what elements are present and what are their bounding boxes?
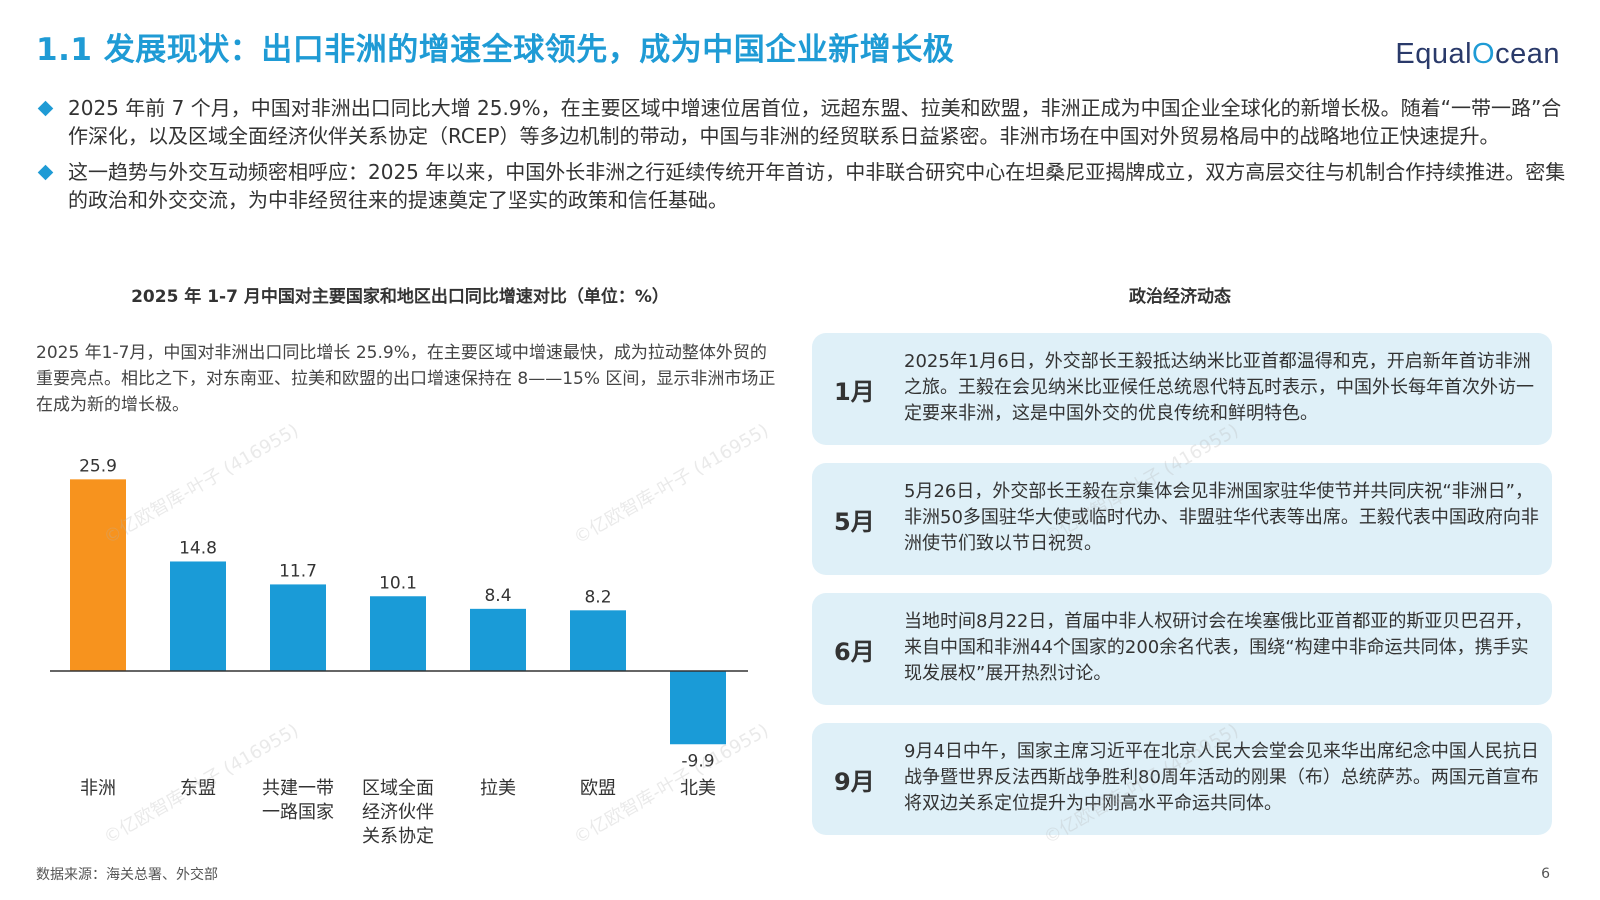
category-label-4: 经济伙伴: [362, 802, 434, 823]
bar-2: [170, 561, 226, 671]
bullet-list: 2025 年前 7 个月，中国对非洲出口同比大增 25.9%，在主要区域中增速位…: [36, 94, 1566, 222]
bullet-text: 这一趋势与外交互动频密相呼应：2025 年以来，中国外长非洲之行延续传统开年首访…: [68, 160, 1566, 212]
data-label-3: 11.7: [279, 561, 317, 581]
event-card-sep: 9月 9月4日中午，国家主席习近平在北京人民大会堂会见来华出席纪念中国人民抗日战…: [812, 723, 1552, 835]
chart-title: 2025 年 1-7 月中国对主要国家和地区出口同比增速对比（单位：%）: [131, 287, 669, 307]
event-month: 1月: [834, 377, 875, 406]
event-text: 当地时间8月22日，首届中非人权研讨会在埃塞俄比亚首都亚的斯亚贝巴召开，来自中国…: [904, 611, 1533, 684]
logo-o: O: [1472, 38, 1496, 70]
bar-1: [70, 479, 126, 671]
event-text: 5月26日，外交部长王毅在京集体会见非洲国家驻华使节并共同庆祝“非洲日”，非洲5…: [904, 481, 1539, 554]
brand-logo: EqualOcean: [1395, 38, 1560, 71]
data-label-7: -9.9: [681, 751, 714, 771]
data-source: 数据来源：海关总署、外交部: [36, 867, 218, 883]
bullet-item: 这一趋势与外交互动频密相呼应：2025 年以来，中国外长非洲之行延续传统开年首访…: [36, 158, 1566, 214]
bar-4: [370, 596, 426, 671]
watermark: ©亿欧智库-叶子 (416955): [570, 419, 773, 549]
bullet-item: 2025 年前 7 个月，中国对非洲出口同比大增 25.9%，在主要区域中增速位…: [36, 94, 1566, 150]
bar-5: [470, 608, 526, 671]
event-month: 9月: [834, 767, 875, 796]
bullet-text: 2025 年前 7 个月，中国对非洲出口同比大增 25.9%，在主要区域中增速位…: [68, 96, 1562, 148]
category-label-3: 共建一带: [262, 778, 334, 799]
category-label-7: 北美: [680, 778, 716, 799]
data-label-2: 14.8: [179, 538, 217, 558]
chart-description: 2025 年1-7月，中国对非洲出口同比增长 25.9%，在主要区域中增速最快，…: [36, 343, 776, 415]
category-label-2: 东盟: [180, 778, 216, 799]
event-card-jan: 1月 2025年1月6日，外交部长王毅抵达纳米比亚首都温得和克，开启新年首访非洲…: [812, 333, 1552, 445]
bar-3: [270, 584, 326, 671]
diamond-bullet-icon: [37, 100, 54, 117]
logo-text-1: Equal: [1395, 38, 1473, 70]
category-label-6: 欧盟: [580, 778, 616, 799]
diamond-bullet-icon: [37, 164, 54, 181]
category-label-5: 拉美: [480, 778, 516, 799]
logo-text-2: cean: [1495, 38, 1560, 70]
data-label-4: 10.1: [379, 573, 417, 593]
bar-6: [570, 610, 626, 671]
page-title: 1.1 发展现状：出口非洲的增速全球领先，成为中国企业新增长极: [36, 32, 955, 68]
data-label-5: 8.4: [484, 586, 511, 606]
category-label-3: 一路国家: [262, 802, 334, 823]
event-month: 6月: [834, 637, 875, 666]
data-label-1: 25.9: [79, 456, 117, 476]
event-text: 9月4日中午，国家主席习近平在北京人民大会堂会见来华出席纪念中国人民抗日战争暨世…: [904, 741, 1539, 814]
event-card-may: 5月 5月26日，外交部长王毅在京集体会见非洲国家驻华使节并共同庆祝“非洲日”，…: [812, 463, 1552, 575]
data-label-6: 8.2: [584, 587, 611, 607]
page-number: 6: [1541, 866, 1550, 882]
watermark: ©亿欧智库-叶子 (416955): [100, 419, 303, 549]
category-label-1: 非洲: [80, 778, 116, 799]
event-card-jun: 6月 当地时间8月22日，首届中非人权研讨会在埃塞俄比亚首都亚的斯亚贝巴召开，来…: [812, 593, 1552, 705]
category-label-4: 区域全面: [362, 778, 434, 799]
events-title: 政治经济动态: [1129, 287, 1231, 307]
bar-7: [670, 671, 726, 745]
category-label-4: 关系协定: [362, 826, 434, 847]
event-month: 5月: [834, 507, 875, 536]
watermark: ©亿欧智库-叶子 (416955): [100, 719, 303, 849]
watermark: ©亿欧智库-叶子 (416955): [570, 719, 773, 849]
event-text: 2025年1月6日，外交部长王毅抵达纳米比亚首都温得和克，开启新年首访非洲之旅。…: [904, 351, 1534, 424]
